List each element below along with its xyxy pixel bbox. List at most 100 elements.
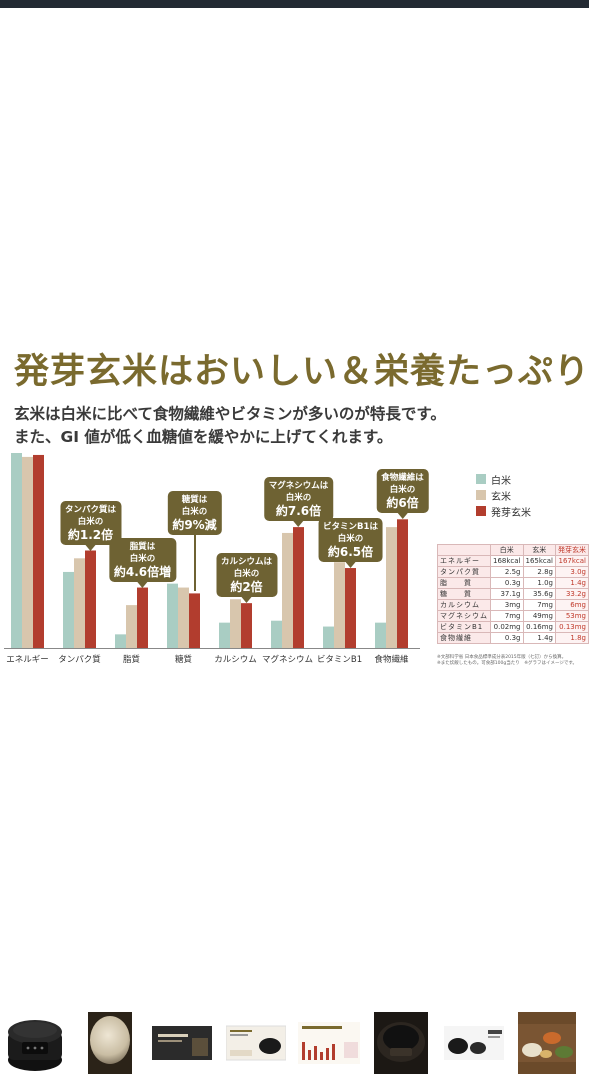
cooker-top-view-thumb (377, 1022, 425, 1062)
callout: ビタミンB1は 白米の 約6.5倍 (318, 518, 383, 569)
thumbnail-strip (0, 1012, 589, 1074)
bar-brown-rice (230, 599, 241, 648)
callout-line1: 食物繊維は (381, 473, 424, 484)
callout-line3: 約1.2倍 (67, 527, 114, 542)
table-cell: 0.13mg (555, 621, 589, 633)
table-row: 糖 質 37.1g 35.6g 33.2g (437, 588, 589, 600)
table-cell: カルシウム (437, 599, 491, 611)
callout-line3: 約7.6倍 (275, 504, 322, 519)
table-cell: エネルギー (437, 555, 491, 567)
table-cell: 33.2g (555, 588, 589, 600)
callout: マグネシウムは 白米の 約7.6倍 (263, 477, 334, 528)
table-cell: 2.8g (522, 566, 556, 578)
table-cell: 7mg (490, 610, 524, 622)
thumbnail-rice-cooker[interactable] (4, 1012, 66, 1074)
bar-brown-rice (386, 527, 397, 648)
bar-white-rice (375, 622, 386, 648)
bar-germinated-rice (241, 603, 252, 648)
table-cell: 1.4g (555, 577, 589, 589)
table-row: エネルギー 168kcal 165kcal 167kcal (437, 555, 589, 567)
x-tick-label: マグネシウム (262, 654, 313, 665)
callout-line3: 約6倍 (386, 496, 419, 511)
thumbnail-banner[interactable] (152, 1012, 212, 1074)
legend-item-white-rice: 白米 (476, 471, 531, 487)
subtitle-line-1: 玄米は白米に比べて食物繊維やビタミンが多いのが特長です。 (14, 405, 446, 423)
table-cell: 53mg (555, 610, 589, 622)
thumbnail-meal[interactable] (518, 1012, 576, 1074)
table-header-row: 白米 玄米 発芽玄米 (437, 544, 589, 556)
table-row: 脂 質 0.3g 1.0g 1.4g (437, 577, 589, 589)
bar-white-rice (271, 620, 282, 648)
callout-line1: 脂質は (129, 541, 156, 552)
legend-swatch (476, 506, 486, 516)
table-cell: 糖 質 (437, 588, 491, 600)
table-row: ビタミンB1 0.02mg 0.16mg 0.13mg (437, 621, 589, 633)
callout: 糖質は 白米の 約9%減 (167, 491, 222, 535)
thumbnail-product-card[interactable] (225, 1012, 287, 1074)
bar-germinated-rice (85, 550, 96, 648)
legend-item-brown-rice: 玄米 (476, 487, 531, 503)
table-cell: 0.3g (490, 577, 524, 589)
callout: 食物繊維は 白米の 約6倍 (376, 469, 429, 520)
bar-germinated-rice (137, 587, 148, 648)
table-cell: タンパク質 (437, 566, 491, 578)
bar-germinated-rice (293, 527, 304, 648)
x-tick-label: カルシウム (214, 655, 257, 665)
bar-brown-rice (178, 587, 189, 648)
callout: タンパク質は 白米の 約1.2倍 (59, 500, 122, 551)
table-row: 食物繊維 0.3g 1.4g 1.8g (437, 632, 589, 644)
callout-line2: 白米の (285, 493, 312, 504)
thumbnail-cooker-top[interactable] (374, 1012, 428, 1074)
callout: カルシウムは 白米の 約2倍 (215, 553, 278, 604)
x-tick-label: エネルギー (6, 655, 49, 665)
thumbnail-chart[interactable] (298, 1012, 360, 1074)
callout-line2: 白米の (181, 507, 208, 517)
table-header (437, 544, 491, 556)
x-tick-label: タンパク質 (58, 654, 101, 665)
thumbnail-rice-bowl[interactable] (88, 1012, 132, 1074)
callout-line3: 約4.6倍増 (113, 564, 172, 579)
table-row: マグネシウム 7mg 49mg 53mg (437, 610, 589, 622)
bar-germinated-rice (33, 454, 44, 648)
table-cell: 165kcal (522, 555, 556, 567)
legend-swatch (476, 474, 486, 484)
callout-line1: ビタミンB1は (323, 522, 378, 533)
bar-white-rice (167, 583, 178, 648)
table-cell: 脂 質 (437, 577, 491, 589)
bar-brown-rice (334, 562, 345, 648)
bar-brown-rice (74, 558, 85, 648)
legend-label: 白米 (491, 475, 511, 487)
table-cell: 7mg (522, 599, 556, 611)
thumbnail-cooker-lineup[interactable] (444, 1012, 504, 1074)
bar-germinated-rice (345, 568, 356, 648)
table-cell: 0.3g (490, 632, 524, 644)
callout-pointer (193, 533, 196, 592)
callout-line2: 白米の (77, 516, 104, 527)
callout-line2: 白米の (233, 569, 260, 580)
x-tick-label: ビタミンB1 (317, 655, 362, 665)
callout-line2: 白米の (337, 534, 364, 545)
bar-germinated-rice (397, 519, 408, 648)
legend-swatch (476, 490, 486, 500)
bar-white-rice (219, 622, 230, 648)
callout-line2: 白米の (129, 553, 156, 564)
callout-line3: 約2倍 (230, 580, 263, 595)
table-cell: 食物繊維 (437, 632, 491, 644)
table-cell: 167kcal (555, 555, 589, 567)
bar-germinated-rice (189, 593, 200, 648)
table-cell: 6mg (555, 599, 589, 611)
table-cell: 1.8g (555, 632, 589, 644)
x-tick-label: 食物繊維 (374, 654, 409, 665)
table-cell: 3mg (490, 599, 524, 611)
bar-brown-rice (22, 456, 33, 648)
table-cell: マグネシウム (437, 610, 491, 622)
table-header: 玄米 (522, 544, 556, 556)
rice-bowl-photo (90, 1016, 130, 1064)
bar-brown-rice (282, 532, 293, 648)
table-cell: 2.5g (490, 566, 524, 578)
chart-thumb (298, 1022, 360, 1064)
table-cell: 49mg (522, 610, 556, 622)
bar-brown-rice (126, 605, 137, 648)
table-header: 白米 (490, 544, 524, 556)
subtitle-line-2: また、GI 値が低く血糖値を緩やかに上げてくれます。 (14, 428, 393, 446)
